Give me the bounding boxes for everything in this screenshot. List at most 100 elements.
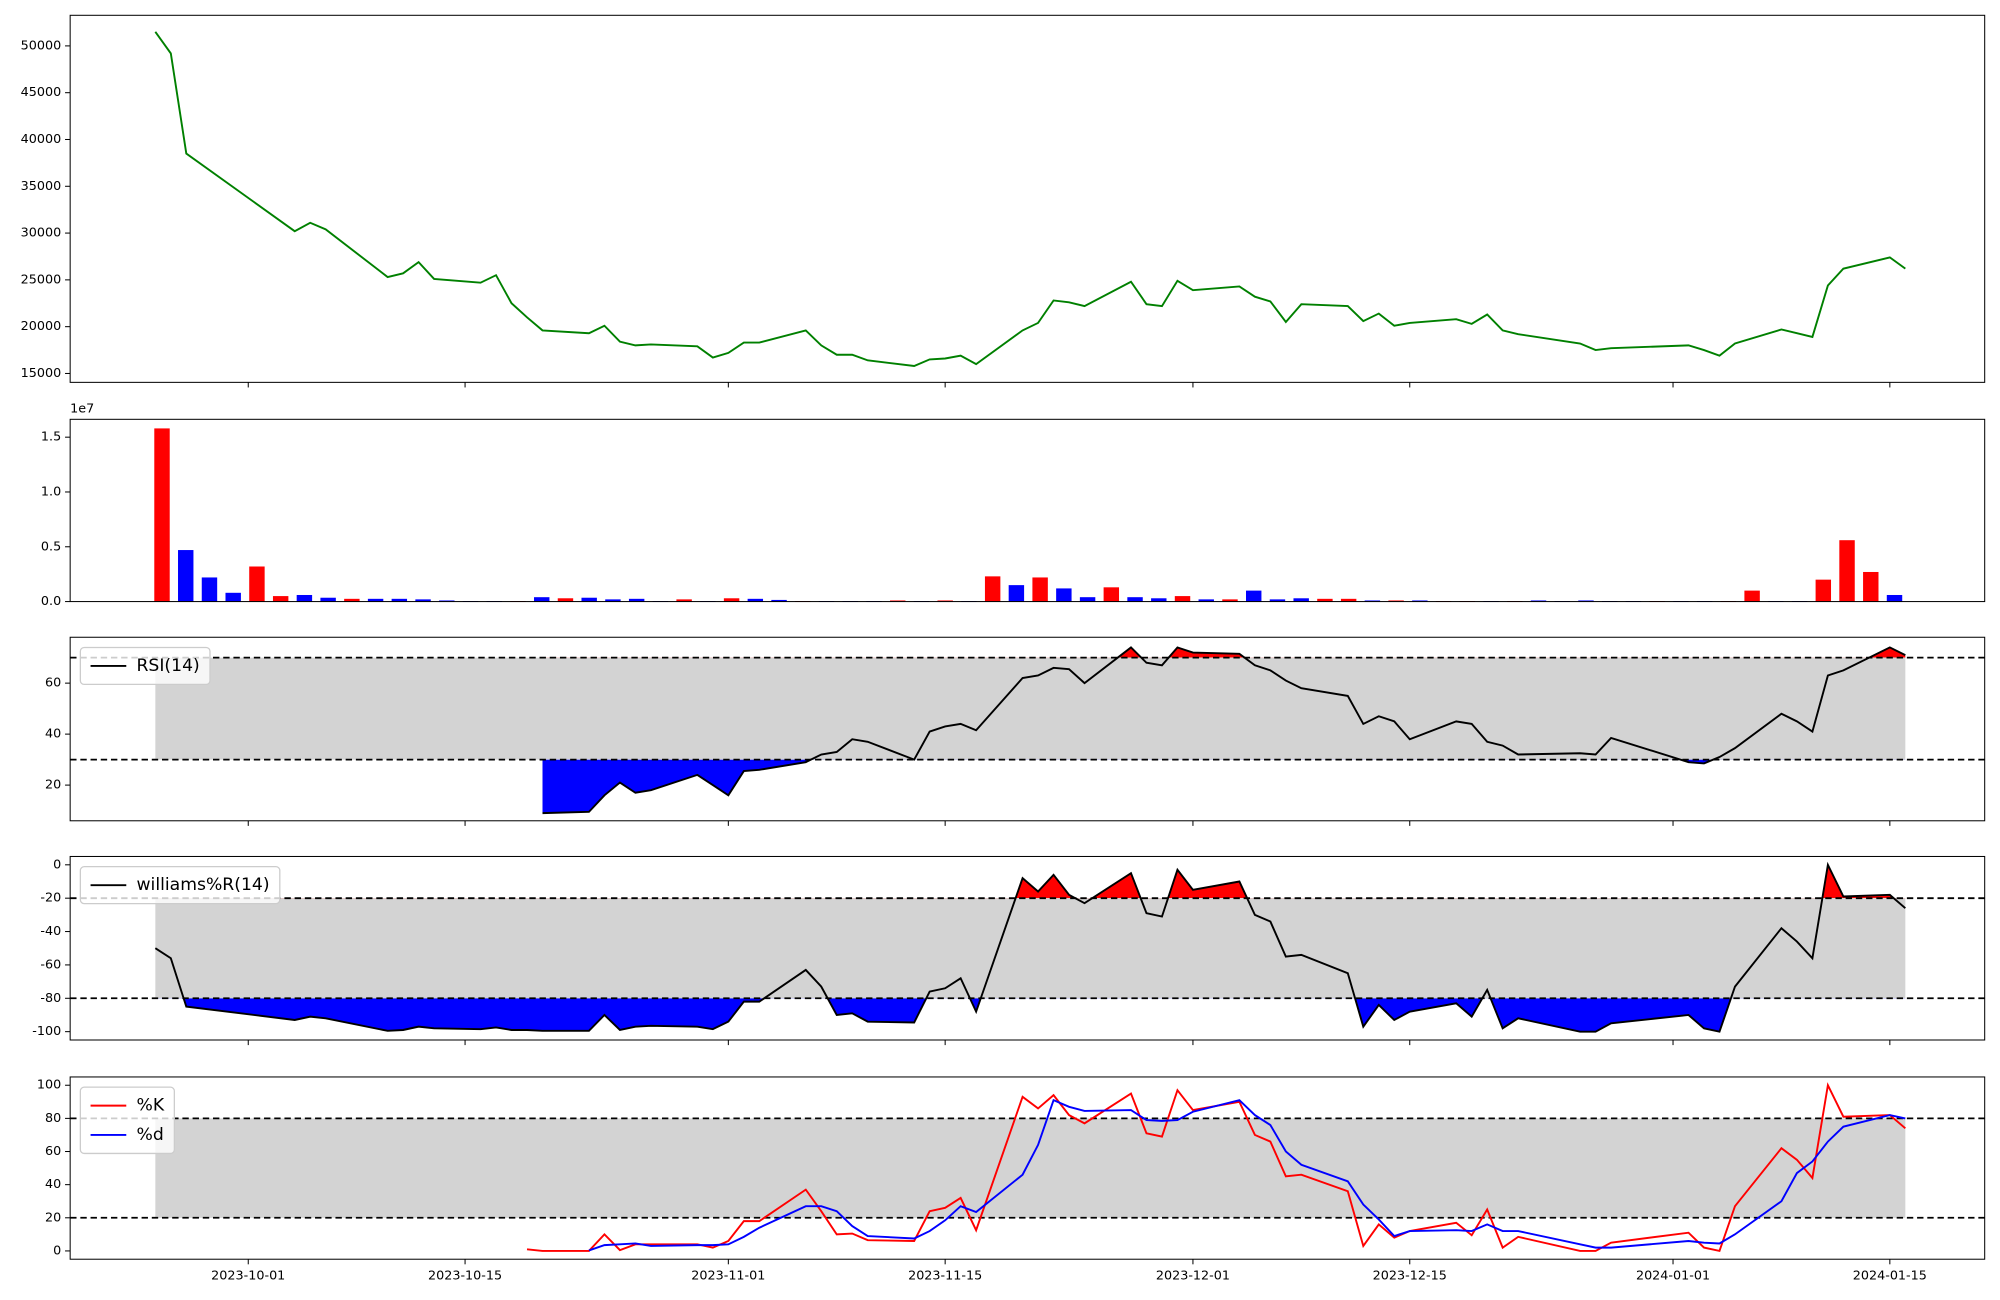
y-tick-label: 20 [45,1210,61,1225]
y-tick-label: 45000 [21,85,62,100]
volume-bar [439,600,455,602]
volume-bar [249,566,265,602]
oversold-fill [155,998,1906,1032]
volume-bar [1839,540,1855,602]
y-tick-label: 20000 [21,319,62,334]
legend-box [79,866,281,905]
legend-label: %K [136,1096,164,1116]
volume-bar [1174,596,1191,602]
legend-box [79,646,211,686]
overbought-fill [155,864,1906,899]
oversold-fill [542,759,1906,814]
volume-bar [723,598,740,602]
y-tick-label: -60 [40,957,61,972]
y-tick-label: 1.0 [41,484,61,499]
y-tick-label: 80 [45,1111,61,1126]
series-line [526,1082,1906,1253]
y-tick-label: -80 [40,991,61,1006]
y-tick-label: 25000 [21,272,62,287]
offset-label: 1e7 [70,402,94,417]
volume-bar [1222,599,1238,602]
volume-bar [747,598,764,602]
panel: 20 40 60 RSI(14) [45,636,1986,826]
y-tick-label: 1.5 [41,430,61,445]
x-tick-label: 2023-11-15 [908,1268,982,1283]
x-tick-label: 2024-01-15 [1853,1268,1927,1283]
volume-bar [1412,600,1428,602]
volume-bar [1079,597,1096,602]
y-tick-label: 0.5 [41,539,61,554]
volume-bar [1886,594,1903,602]
y-tick-label: 30000 [21,226,62,241]
legend-label: RSI(14) [136,656,199,676]
volume-bar [890,600,906,602]
x-tick-label: 2023-12-15 [1373,1268,1447,1283]
axes-frame [69,855,1986,1041]
y-tick-label: -40 [40,924,61,939]
volume-bar [1530,600,1547,602]
volume-bar [1127,597,1143,602]
volume-bar [1103,587,1120,602]
volume-bar [1815,579,1832,602]
x-tick-label: 2023-10-01 [211,1268,285,1283]
panel: 1e7 0.0 0.5 1.0 1.5 [41,402,1986,609]
x-tick-label: 2023-12-01 [1156,1268,1230,1283]
y-tick-label: 100 [37,1078,61,1093]
volume-bar [676,599,692,602]
volume-bar [1269,599,1286,602]
volume-bar [1388,600,1404,602]
threshold-band [155,657,1906,760]
volume-bar [1744,590,1760,602]
legend: RSI(14) [79,646,211,686]
volume-bar [1151,598,1167,602]
volume-bar [154,428,170,602]
series-line [542,646,1906,815]
panel: 0 20 40 60 80 100 2023-10-01 2023-10-15 2023-11-… [37,1076,1986,1283]
axes-frame [69,636,1986,822]
panel: -100 -80 -60 -40 -20 0 williams%R(14) [32,855,1986,1046]
axes-frame [69,418,1986,603]
volume-bar [1293,598,1309,602]
panel: 15000 20000 25000 30000 35000 40000 45000 50000 [21,14,1986,388]
y-tick-label: -20 [40,891,61,906]
volume-bar [1056,588,1072,602]
y-tick-label: 20 [45,778,61,793]
axes-frame [69,1076,1986,1260]
volume-bar [771,599,787,602]
volume-bar [1246,590,1262,602]
series-line [588,1098,1906,1252]
volume-bar [581,597,597,602]
volume-bar [628,598,645,602]
volume-bar [344,598,360,602]
volume-bar [1578,600,1594,602]
volume-bar [178,550,194,602]
legend: williams%R(14) [79,866,281,905]
y-tick-label: 40000 [21,132,62,147]
series-line [154,861,1906,1033]
legend-label: williams%R(14) [136,875,269,895]
y-tick-label: 0 [53,857,61,872]
volume-bar [391,598,408,602]
y-tick-label: 40 [45,727,61,742]
threshold-band [155,1118,1906,1218]
volume-bar [320,597,336,602]
y-tick-label: 0.0 [41,594,61,609]
volume-bar [1863,571,1879,602]
volume-bar [1198,599,1214,602]
volume-bar [557,598,574,602]
x-tick-label: 2024-01-01 [1636,1268,1710,1283]
volume-bar [225,592,241,602]
volume-bar [1340,598,1357,602]
volume-bar [605,599,621,602]
volume-bar [984,576,1001,602]
volume-bar [272,596,289,602]
x-tick-label: 2023-10-15 [428,1268,502,1283]
volume-bar [201,577,218,602]
y-tick-label: 60 [45,676,61,691]
legend: %K %d [79,1086,175,1155]
legend-box [79,1086,175,1155]
volume-bar [1008,585,1025,602]
y-tick-label: 50000 [21,38,62,53]
